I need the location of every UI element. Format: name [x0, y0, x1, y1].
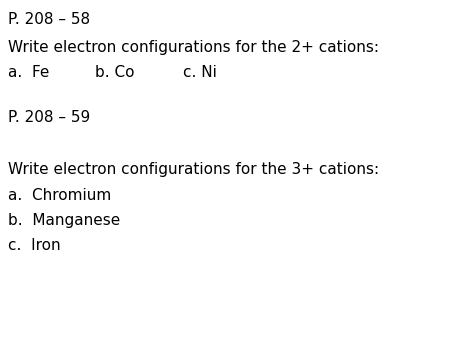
Text: a.  Chromium: a. Chromium: [8, 188, 111, 203]
Text: P. 208 – 58: P. 208 – 58: [8, 12, 90, 27]
Text: c.  Iron: c. Iron: [8, 238, 61, 253]
Text: P. 208 – 59: P. 208 – 59: [8, 110, 90, 125]
Text: c. Ni: c. Ni: [183, 65, 217, 80]
Text: b.  Manganese: b. Manganese: [8, 213, 120, 228]
Text: Write electron configurations for the 2+ cations:: Write electron configurations for the 2+…: [8, 40, 379, 55]
Text: b. Co: b. Co: [95, 65, 135, 80]
Text: a.  Fe: a. Fe: [8, 65, 50, 80]
Text: Write electron configurations for the 3+ cations:: Write electron configurations for the 3+…: [8, 162, 379, 177]
